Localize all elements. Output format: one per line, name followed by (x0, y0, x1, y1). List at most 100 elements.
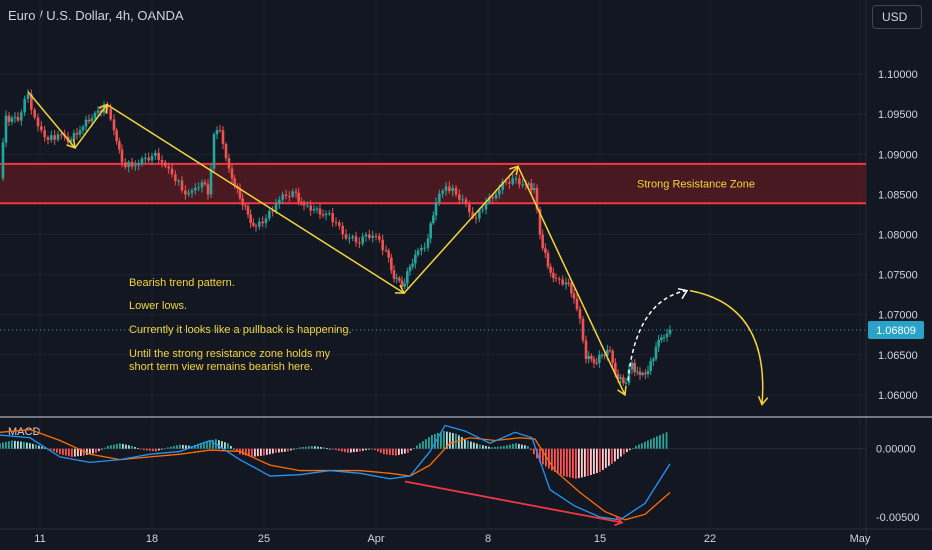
candle-body (154, 152, 157, 156)
macd-histogram-bar (92, 448, 94, 454)
macd-histogram-bar (527, 445, 529, 449)
candle-body (16, 116, 20, 121)
macd-histogram-bar (5, 441, 7, 449)
macd-histogram-bar (248, 448, 250, 457)
macd-histogram-bar (518, 443, 520, 449)
candle-body (118, 141, 121, 150)
candle-body (215, 130, 219, 135)
candle-body (291, 191, 294, 197)
time-axis-label: 25 (258, 533, 270, 545)
candle-body (30, 94, 33, 110)
macd-histogram-bar (152, 448, 154, 452)
macd-histogram-bar (434, 434, 436, 449)
candle-body (444, 186, 448, 191)
macd-histogram-bar (491, 447, 493, 449)
macd-histogram-bar (14, 440, 16, 449)
macd-histogram-bar (398, 448, 400, 455)
candle-body (60, 134, 63, 136)
candle-body (587, 356, 590, 359)
candle-body (434, 202, 438, 216)
macd-histogram-bar (425, 439, 427, 449)
macd-histogram-bar (422, 441, 424, 449)
candle-body (241, 198, 244, 206)
macd-histogram-bar (197, 443, 199, 449)
time-axis-label: 22 (704, 533, 716, 545)
candle-body (392, 270, 396, 279)
macd-histogram-bar (428, 437, 430, 449)
macd-histogram-bar (119, 443, 121, 449)
candle-body (378, 236, 381, 240)
macd-histogram-bar (563, 448, 565, 477)
macd-histogram-bar (71, 448, 73, 457)
candle-body (494, 194, 498, 199)
macd-histogram-bar (611, 448, 613, 464)
candle-body (535, 187, 539, 210)
candle-body (147, 157, 150, 161)
macd-histogram-bar (29, 443, 31, 449)
macd-histogram-bar (380, 448, 382, 453)
macd-histogram-bar (554, 448, 556, 472)
candle-body (518, 178, 521, 185)
candle-body (558, 278, 561, 280)
macd-histogram-bar (224, 442, 226, 449)
candle-body (324, 213, 328, 216)
macd-histogram-bar (236, 448, 238, 452)
candle-body (416, 250, 420, 255)
candle-body (368, 234, 371, 238)
candle-body (221, 130, 225, 145)
macd-histogram-bar (251, 448, 253, 457)
candle-body (429, 223, 432, 239)
macd-histogram-bar (341, 448, 343, 452)
signal-line (0, 428, 671, 521)
candle-body (69, 139, 73, 143)
annotation-note: Currently it looks like a pullback is ha… (129, 324, 352, 336)
macd-histogram-bar (431, 435, 433, 449)
candle-body (321, 214, 325, 216)
time-axis-label: Apr (367, 533, 384, 545)
macd-label: MACD (8, 426, 41, 438)
candle-body (46, 137, 50, 140)
macd-histogram-bar (476, 443, 478, 449)
candle-body (78, 130, 82, 135)
candle-body (408, 266, 412, 272)
candle-body (309, 205, 312, 211)
macd-axis-label: 0.00000 (876, 444, 916, 456)
macd-histogram-bar (122, 443, 124, 449)
macd-histogram-bar (638, 444, 640, 449)
macd-histogram-bar (254, 448, 256, 457)
macd-histogram-bar (323, 447, 325, 449)
macd-histogram-bar (221, 441, 223, 449)
macd-histogram-bar (389, 448, 391, 455)
macd-histogram-bar (587, 448, 589, 477)
macd-histogram-bar (620, 448, 622, 457)
price-axis-label: 1.09000 (878, 149, 918, 161)
annotation-note: Lower lows. (129, 300, 187, 312)
macd-histogram-bar (617, 448, 619, 459)
macd-histogram-bar (332, 448, 334, 450)
candle-body (4, 115, 8, 143)
price-axis-label: 1.06000 (878, 390, 918, 402)
macd-histogram-bar (488, 446, 490, 449)
macd-histogram-bar (53, 448, 55, 452)
candle-body (124, 162, 127, 168)
candle-body (167, 166, 170, 169)
candle-body (441, 190, 444, 194)
candle-body (608, 350, 612, 352)
macd-histogram-bar (530, 448, 532, 451)
macd-histogram-bar (203, 441, 205, 449)
macd-histogram-bar (104, 447, 106, 449)
projection-curve-arrowhead (757, 395, 769, 407)
candle-body (400, 280, 404, 287)
candle-body (374, 235, 378, 237)
currency-button[interactable]: USD (872, 5, 922, 29)
macd-histogram-bar (344, 448, 346, 453)
candle-body (411, 263, 414, 267)
candle-body (338, 222, 341, 226)
macd-histogram-bar (479, 444, 481, 449)
candle-body (288, 196, 291, 198)
candle-body (318, 208, 322, 215)
macd-histogram-bar (227, 443, 229, 449)
annotation-note: short term view remains bearish here. (129, 361, 313, 373)
trendline-segment (27, 91, 76, 149)
